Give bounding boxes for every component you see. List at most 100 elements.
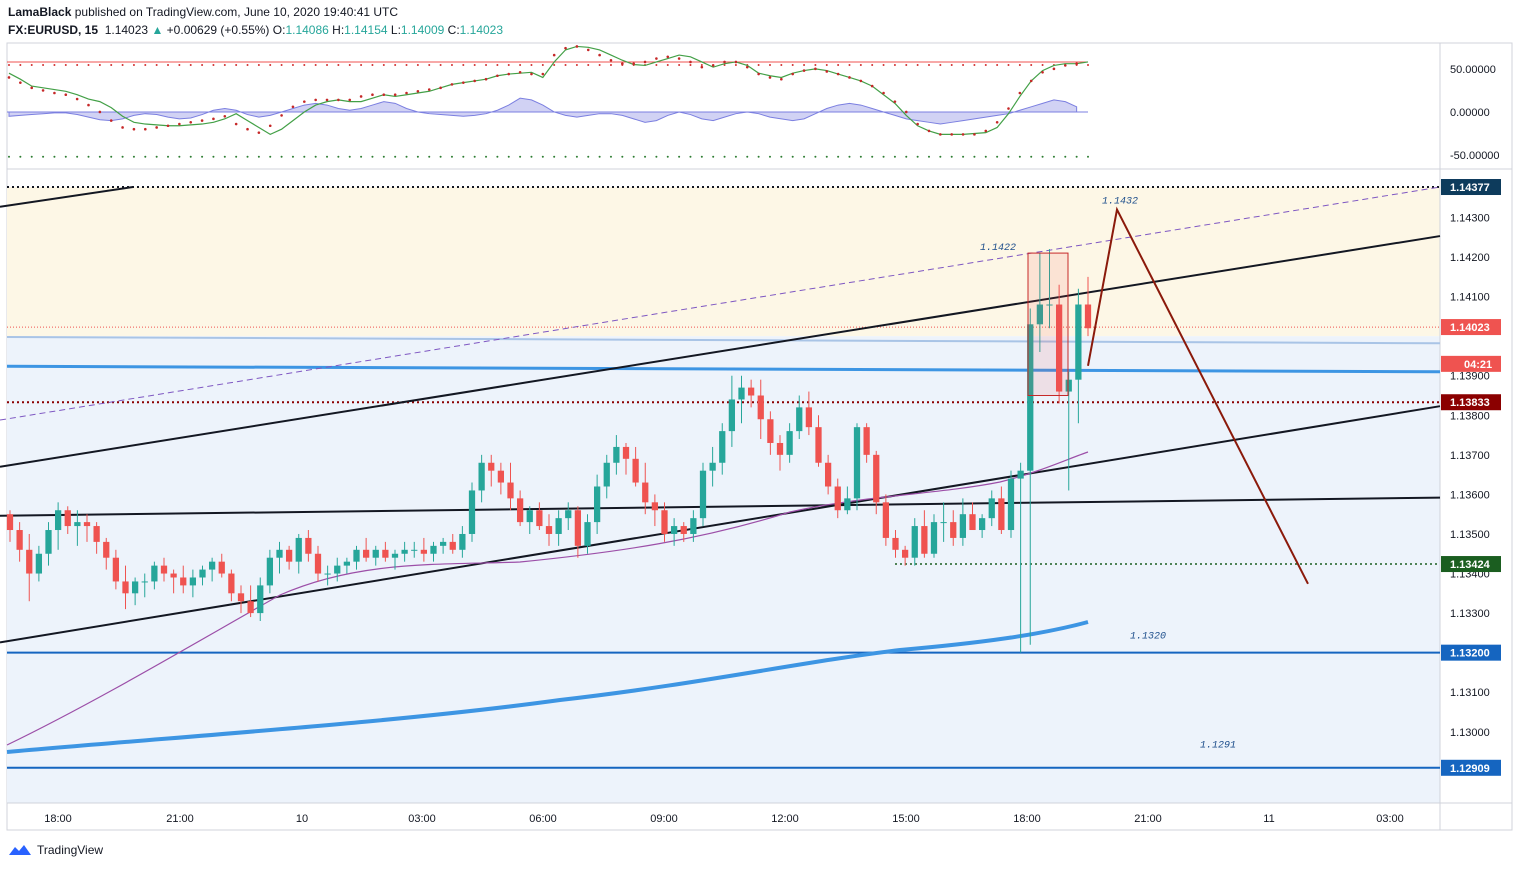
osc-signal-dot xyxy=(927,129,931,133)
band-dot xyxy=(575,155,578,158)
band-dot xyxy=(734,63,737,66)
candle xyxy=(314,553,322,574)
band-dot xyxy=(53,155,56,158)
candle xyxy=(343,561,351,566)
osc-signal-dot xyxy=(1029,79,1033,83)
candle xyxy=(324,573,331,575)
band-dot xyxy=(337,155,340,158)
blue-level-line xyxy=(6,364,1441,374)
osc-signal-dot xyxy=(586,48,590,52)
band-dot xyxy=(712,155,715,158)
candle xyxy=(1036,304,1044,325)
band-dot xyxy=(689,63,692,66)
band-dot xyxy=(201,155,204,158)
candle xyxy=(1046,304,1053,306)
annotation-label: 1.1320 xyxy=(1130,632,1166,643)
band-dot xyxy=(575,63,578,66)
osc-signal-dot xyxy=(166,124,170,128)
band-dot xyxy=(564,155,567,158)
band-dot xyxy=(768,155,771,158)
tradingview-footer[interactable]: TradingView xyxy=(8,843,103,857)
band-dot xyxy=(132,155,135,158)
band-dot xyxy=(519,155,522,158)
osc-signal-dot xyxy=(870,84,874,88)
candle xyxy=(776,442,784,455)
band-dot xyxy=(246,63,249,66)
osc-signal-dot xyxy=(382,93,386,97)
candle xyxy=(709,462,716,471)
band-dot xyxy=(416,155,419,158)
published-text: published on TradingView.com, June 10, 2… xyxy=(74,5,399,19)
band-dot xyxy=(689,155,692,158)
osc-signal-dot xyxy=(882,91,885,95)
chart-canvas[interactable]: 1.1432 1.1422 1.1320 1.1291 1.13000 1.13100 1.… xyxy=(0,0,1520,835)
annotation-label: 1.1291 xyxy=(1200,740,1236,751)
candle xyxy=(921,526,928,554)
close-label: C: xyxy=(447,23,460,37)
candle xyxy=(35,553,43,574)
high-value: 1.14154 xyxy=(344,23,388,37)
osc-signal-dot xyxy=(1052,67,1056,71)
annotation-label: 1.1432 xyxy=(1102,197,1138,208)
band-dot xyxy=(837,63,840,66)
band-dot xyxy=(837,155,840,158)
band-dot xyxy=(1018,155,1021,158)
candle xyxy=(536,510,543,527)
candle xyxy=(969,514,976,531)
candle xyxy=(690,518,697,534)
trendline-1 xyxy=(0,235,1441,468)
osc-signal-dot xyxy=(450,83,454,86)
candle xyxy=(285,549,293,562)
candle xyxy=(613,446,620,463)
price-tick-label: 1.14200 xyxy=(1450,252,1490,264)
band-dot xyxy=(348,155,351,158)
candle xyxy=(526,510,533,523)
band-dot xyxy=(371,155,374,158)
candle xyxy=(401,549,408,554)
band-dot xyxy=(825,63,828,66)
candle xyxy=(257,585,264,614)
candle xyxy=(420,549,428,554)
candle xyxy=(892,537,899,550)
band-dot xyxy=(314,63,317,66)
time-tick-label: 21:00 xyxy=(166,813,194,825)
candle xyxy=(873,454,880,503)
band-dot xyxy=(1041,63,1044,66)
band-dot xyxy=(587,155,590,158)
osc-signal-dot xyxy=(916,122,919,126)
band-dot xyxy=(598,63,601,66)
band-dot xyxy=(939,63,942,66)
candle xyxy=(468,490,476,534)
band-dot xyxy=(1087,155,1089,158)
band-dot xyxy=(950,63,953,66)
osc-signal-dot xyxy=(575,45,579,48)
band-dot xyxy=(678,155,681,158)
band-dot xyxy=(326,63,329,66)
band-dot xyxy=(8,155,10,158)
candle xyxy=(131,581,139,594)
price-tag xyxy=(1441,319,1501,336)
time-tick-label: 03:00 xyxy=(1376,813,1404,825)
band-dot xyxy=(496,63,499,66)
candle xyxy=(1027,324,1034,471)
trendline-2 xyxy=(0,405,1441,644)
band-dot xyxy=(950,155,953,158)
osc-area-series xyxy=(8,97,1078,125)
author-name[interactable]: LamaBlack xyxy=(8,5,72,19)
candle xyxy=(208,561,216,570)
band-dot xyxy=(382,155,385,158)
band-dot xyxy=(700,155,703,158)
candle xyxy=(112,557,120,582)
candle xyxy=(834,486,841,511)
band-dot xyxy=(791,63,794,66)
band-dot xyxy=(700,63,703,66)
band-dot xyxy=(871,63,874,66)
time-tick-label: 12:00 xyxy=(771,813,799,825)
candle xyxy=(334,565,341,574)
price-tag-label: 1.13200 xyxy=(1450,648,1490,660)
band-dot xyxy=(984,155,987,158)
candle xyxy=(122,581,129,594)
candle xyxy=(853,427,861,499)
band-dot xyxy=(621,155,624,158)
candle xyxy=(545,526,553,534)
